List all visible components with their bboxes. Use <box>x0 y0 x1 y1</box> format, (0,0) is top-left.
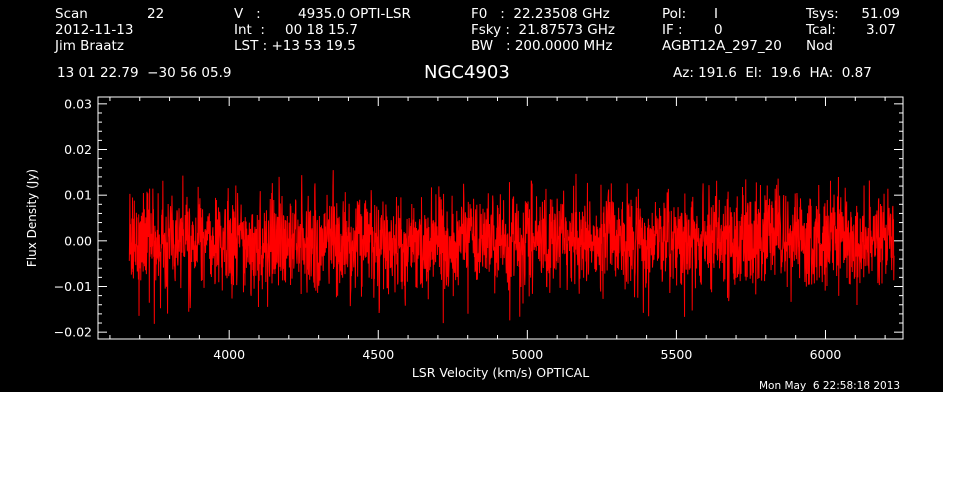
az-el-ha: Az: 191.6 El: 19.6 HA: 0.87 <box>673 65 872 81</box>
pol-label: Pol: <box>662 6 687 22</box>
x-axis-label: LSR Velocity (km/s) OPTICAL <box>412 365 589 380</box>
spectrum-plot: 4000 4500 5000 5500 6000 −0.02 −0.01 0.00 0.01 0.… <box>25 96 904 380</box>
pol-value: I <box>714 6 718 22</box>
y-tick-label: 0.02 <box>64 142 92 157</box>
fsky-value: Fsky : 21.87573 GHz <box>471 22 615 38</box>
y-tick-label: −0.02 <box>54 325 92 340</box>
timestamp: Mon May 6 22:58:18 2013 <box>759 380 901 392</box>
velocity-label: V : <box>234 6 261 22</box>
velocity-value: 4935.0 OPTI-LSR <box>298 6 411 22</box>
project-id: AGBT12A_297_20 <box>662 38 782 54</box>
y-tick-label: 0.03 <box>64 96 92 111</box>
lst-value: LST : +13 53 19.5 <box>234 38 356 54</box>
ticks-layer: 4000 4500 5000 5500 6000 −0.02 −0.01 0.00 0.01 0.… <box>54 96 903 362</box>
int-label: Int : <box>234 22 265 38</box>
y-axis-label: Flux Density (Jy) <box>25 169 39 267</box>
f0-value: F0 : 22.23508 GHz <box>471 6 610 22</box>
if-label: IF : <box>662 22 683 38</box>
y-tick-label: 0.00 <box>64 233 92 248</box>
tsys-value: 51.09 <box>861 6 900 22</box>
x-tick-label: 5500 <box>661 347 693 362</box>
observer: Jim Braatz <box>55 38 124 54</box>
plot-frame <box>97 96 904 340</box>
x-tick-label: 5000 <box>511 347 543 362</box>
obs-date: 2012-11-13 <box>55 22 134 38</box>
if-value: 0 <box>714 22 723 38</box>
tcal-label: Tcal: <box>806 22 836 38</box>
flux-series-line <box>128 170 895 324</box>
x-tick-label: 6000 <box>810 347 842 362</box>
bw-value: BW : 200.0000 MHz <box>471 38 613 54</box>
source-name: NGC4903 <box>424 62 510 83</box>
source-coordinates: 13 01 22.79 −30 56 05.9 <box>57 65 232 81</box>
y-tick-label: −0.01 <box>54 279 92 294</box>
y-tick-label: 0.01 <box>64 188 92 203</box>
tsys-label: Tsys: <box>806 6 839 22</box>
scan-label: Scan <box>55 6 88 22</box>
int-value: 00 18 15.7 <box>285 22 358 38</box>
x-tick-label: 4000 <box>213 347 245 362</box>
scan-number: 22 <box>147 6 165 22</box>
series-layer <box>128 170 895 324</box>
x-tick-label: 4500 <box>362 347 394 362</box>
nod-label: Nod <box>806 38 833 54</box>
tcal-value: 3.07 <box>865 22 896 38</box>
